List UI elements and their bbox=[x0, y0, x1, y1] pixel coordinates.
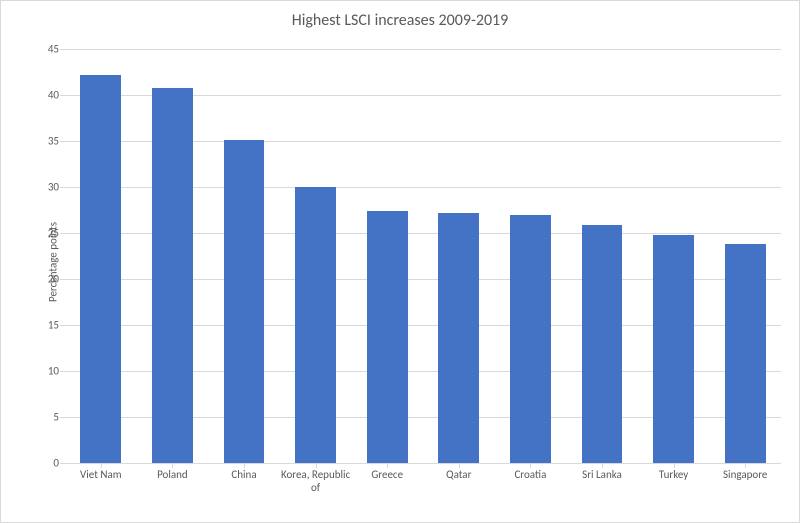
ytick-label: 30 bbox=[27, 180, 59, 193]
chart-title: Highest LSCI increases 2009-2019 bbox=[1, 11, 799, 30]
bar-slot: Greece bbox=[351, 49, 423, 463]
bar-slot: Viet Nam bbox=[65, 49, 137, 463]
ytick-label: 20 bbox=[27, 273, 59, 286]
xtick-label: Qatar bbox=[424, 463, 494, 482]
ytick-label: 15 bbox=[27, 318, 59, 331]
bar bbox=[582, 225, 623, 463]
bar bbox=[152, 88, 193, 463]
bar bbox=[80, 75, 121, 463]
bar-slot: Singapore bbox=[709, 49, 781, 463]
ytick-label: 10 bbox=[27, 365, 59, 378]
ytick-label: 40 bbox=[27, 89, 59, 102]
bar-slot: China bbox=[208, 49, 280, 463]
xtick-label: Greece bbox=[352, 463, 422, 482]
bar bbox=[725, 244, 766, 463]
xtick-label: China bbox=[209, 463, 279, 482]
ytick-label: 0 bbox=[27, 457, 59, 470]
ytick-label: 45 bbox=[27, 43, 59, 56]
xtick-label: Croatia bbox=[495, 463, 565, 482]
bar-slot: Sri Lanka bbox=[566, 49, 638, 463]
plot-area: 051015202530354045Viet NamPolandChinaKor… bbox=[65, 49, 781, 464]
xtick-label: Singapore bbox=[710, 463, 780, 482]
ytick-label: 5 bbox=[27, 411, 59, 424]
bar bbox=[367, 211, 408, 463]
bar bbox=[438, 213, 479, 463]
bar-slot: Qatar bbox=[423, 49, 495, 463]
xtick-label: Sri Lanka bbox=[567, 463, 637, 482]
bar-slot: Croatia bbox=[495, 49, 567, 463]
bar bbox=[510, 215, 551, 463]
bar-slot: Poland bbox=[137, 49, 209, 463]
xtick-label: Turkey bbox=[638, 463, 708, 482]
ytick-mark bbox=[60, 463, 65, 464]
ytick-label: 25 bbox=[27, 227, 59, 240]
bar bbox=[295, 187, 336, 463]
bar bbox=[224, 140, 265, 463]
bar bbox=[653, 235, 694, 463]
ytick-label: 35 bbox=[27, 135, 59, 148]
bar-slot: Korea, Republic of bbox=[280, 49, 352, 463]
lsci-bar-chart: Highest LSCI increases 2009-2019 Percent… bbox=[0, 0, 800, 523]
bar-slot: Turkey bbox=[638, 49, 710, 463]
xtick-label: Viet Nam bbox=[66, 463, 136, 482]
xtick-label: Korea, Republic of bbox=[280, 463, 350, 494]
xtick-label: Poland bbox=[137, 463, 207, 482]
